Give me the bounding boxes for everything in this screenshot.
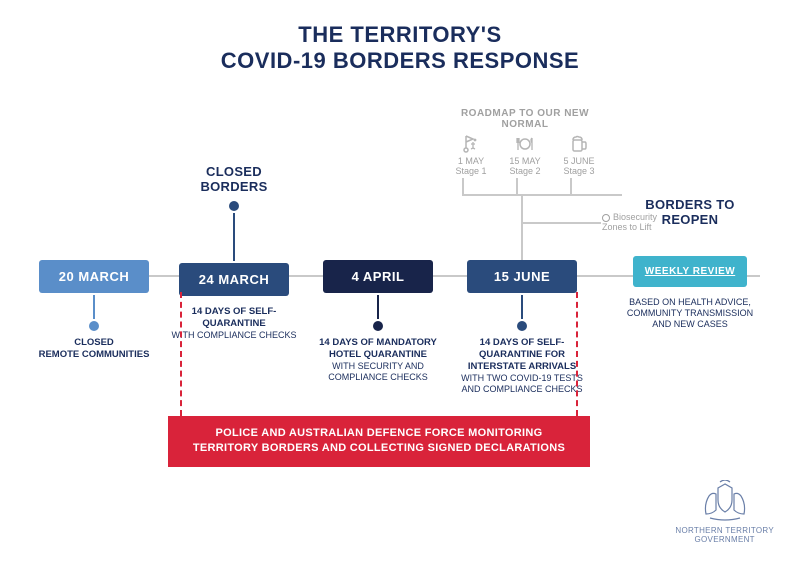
date-box-3: 4 APRIL (323, 260, 433, 293)
timeline-node-2: CLOSEDBORDERS 24 MARCH 14 DAYS OF SELF-Q… (164, 165, 304, 341)
roadmap-stage-2: Stage 2 (504, 166, 546, 176)
connector (233, 213, 235, 261)
biosecurity-label: Biosecurity Zones to Lift (602, 212, 682, 232)
title-line-1: THE TERRITORY'S (0, 22, 800, 48)
roadmap-date-3: 5 JUNE (558, 156, 600, 166)
desc-5-rest: BASED ON HEALTH ADVICE, COMMUNITY TRANSM… (627, 297, 753, 330)
date-box-2: 24 MARCH (179, 263, 289, 296)
golf-icon (450, 134, 492, 156)
roadmap-item-2: 15 MAY Stage 2 (504, 134, 546, 176)
date-box-4: 15 JUNE (467, 260, 577, 293)
desc-3-rest: WITH SECURITY AND COMPLIANCE CHECKS (328, 361, 428, 382)
dashed-left (180, 292, 182, 416)
coat-of-arms-icon (698, 480, 752, 524)
desc-1-bold: CLOSED (74, 337, 114, 348)
timeline-node-4: 15 JUNE 14 DAYS OF SELF-QUARANTINE FOR I… (452, 260, 592, 395)
banner-line-1: POLICE AND AUSTRALIAN DEFENCE FORCE MONI… (188, 426, 570, 441)
dot (517, 321, 527, 331)
roadmap-block: ROADMAP TO OUR NEW NORMAL 1 MAY Stage 1 … (440, 108, 610, 176)
desc-3-bold: 14 DAYS OF MANDATORY HOTEL QUARANTINE (319, 337, 437, 360)
biosec-connector-h (523, 222, 601, 224)
date-box-1: 20 MARCH (39, 260, 149, 293)
roadmap-date-2: 15 MAY (504, 156, 546, 166)
dashed-right (576, 292, 578, 416)
roadmap-date-1: 1 MAY (450, 156, 492, 166)
desc-2-rest: WITH COMPLIANCE CHECKS (171, 330, 296, 340)
logo-text-1: NORTHERN TERRITORY (675, 526, 774, 535)
biosec-text: Biosecurity Zones to Lift (602, 212, 657, 232)
desc-4-bold: 14 DAYS OF SELF-QUARANTINE FOR INTERSTAT… (468, 337, 576, 372)
connector (377, 295, 379, 319)
weekly-review-box: WEEKLY REVIEW (633, 256, 747, 287)
roadmap-connector-v3 (570, 178, 572, 194)
roadmap-stage-1: Stage 1 (450, 166, 492, 176)
connector (521, 295, 523, 319)
desc-3: 14 DAYS OF MANDATORY HOTEL QUARANTINE WI… (308, 337, 448, 383)
nt-gov-logo: NORTHERN TERRITORY GOVERNMENT (675, 480, 774, 544)
weekly-review-label: WEEKLY REVIEW (645, 266, 735, 277)
roadmap-title: ROADMAP TO OUR NEW NORMAL (440, 108, 610, 130)
desc-2-bold: 14 DAYS OF SELF-QUARANTINE (192, 306, 277, 329)
heading-text: CLOSEDBORDERS (164, 165, 304, 195)
dot (89, 321, 99, 331)
roadmap-connector-v2 (516, 178, 518, 194)
roadmap-item-3: 5 JUNE Stage 3 (558, 134, 600, 176)
roadmap-connector-v1 (462, 178, 464, 194)
heading-closed-borders: CLOSEDBORDERS (164, 165, 304, 195)
desc-5: BASED ON HEALTH ADVICE, COMMUNITY TRANSM… (620, 297, 760, 331)
monitoring-banner: POLICE AND AUSTRALIAN DEFENCE FORCE MONI… (168, 416, 590, 467)
roadmap-connector-h (462, 194, 622, 196)
page-title: THE TERRITORY'S COVID-19 BORDERS RESPONS… (0, 0, 800, 74)
dot (373, 321, 383, 331)
logo-text-2: GOVERNMENT (675, 535, 774, 544)
beer-icon (558, 134, 600, 156)
desc-2: 14 DAYS OF SELF-QUARANTINE WITH COMPLIAN… (164, 306, 304, 341)
roadmap-items: 1 MAY Stage 1 15 MAY Stage 2 5 JUNE Stag… (440, 134, 610, 176)
connector (93, 295, 95, 319)
dining-icon (504, 134, 546, 156)
desc-1: CLOSED REMOTE COMMUNITIES (24, 337, 164, 361)
timeline-node-3: 4 APRIL 14 DAYS OF MANDATORY HOTEL QUARA… (308, 260, 448, 383)
desc-4: 14 DAYS OF SELF-QUARANTINE FOR INTERSTAT… (452, 337, 592, 395)
dot (229, 201, 239, 211)
roadmap-item-1: 1 MAY Stage 1 (450, 134, 492, 176)
title-line-2: COVID-19 BORDERS RESPONSE (0, 48, 800, 74)
timeline-node-1: 20 MARCH CLOSED REMOTE COMMUNITIES (24, 260, 164, 361)
roadmap-stage-3: Stage 3 (558, 166, 600, 176)
roadmap-connector-down (521, 196, 523, 260)
biosec-dot-icon (602, 214, 610, 222)
banner-line-2: TERRITORY BORDERS AND COLLECTING SIGNED … (188, 441, 570, 456)
desc-4-rest: WITH TWO COVID-19 TESTS AND COMPLIANCE C… (461, 373, 583, 394)
desc-1-rest: REMOTE COMMUNITIES (39, 349, 150, 360)
